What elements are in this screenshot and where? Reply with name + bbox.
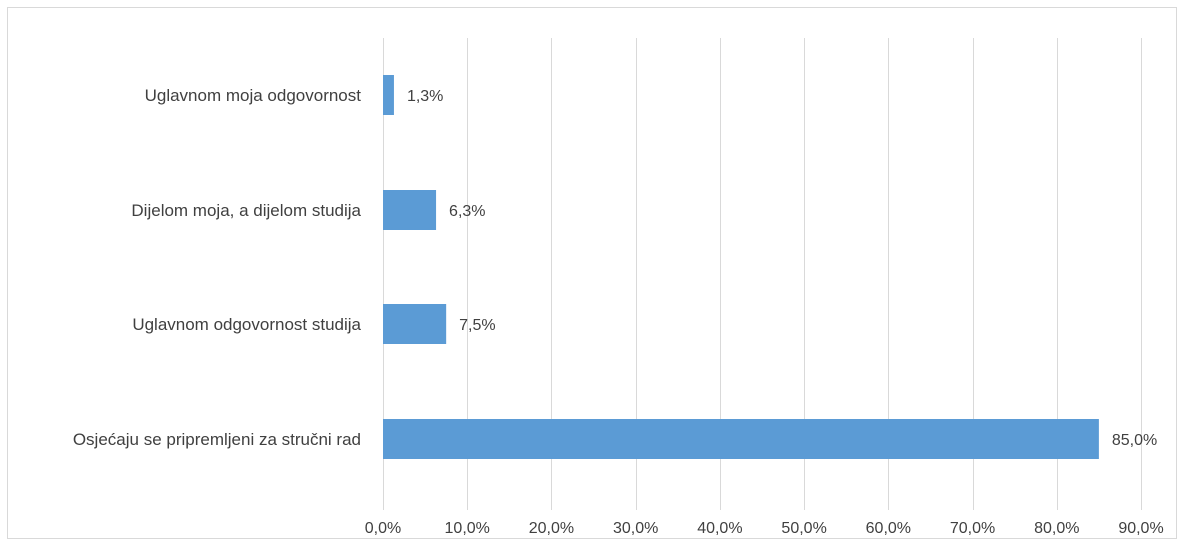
category-label: Dijelom moja, a dijelom studija	[131, 201, 361, 220]
bar	[383, 419, 1099, 459]
category-labels: Uglavnom moja odgovornost Dijelom moja, a…	[73, 86, 362, 449]
bar	[383, 75, 394, 115]
x-tick-label: 60,0%	[866, 520, 911, 537]
data-label: 1,3%	[407, 88, 443, 105]
x-tick-label: 70,0%	[950, 520, 995, 537]
bar	[383, 190, 437, 230]
x-tick-label: 0,0%	[365, 520, 401, 537]
x-tick-label: 90,0%	[1118, 520, 1163, 537]
x-tick-label: 30,0%	[613, 520, 658, 537]
category-label: Uglavnom moja odgovornost	[145, 86, 362, 105]
x-tick-label: 50,0%	[781, 520, 826, 537]
x-tick-label: 40,0%	[697, 520, 742, 537]
data-label: 85,0%	[1112, 432, 1157, 449]
data-label: 7,5%	[459, 317, 495, 334]
x-tick-label: 10,0%	[445, 520, 490, 537]
bar	[383, 304, 447, 344]
x-tick-label: 20,0%	[529, 520, 574, 537]
bars	[383, 75, 1099, 459]
category-label: Uglavnom odgovornost studija	[132, 315, 361, 334]
data-label: 6,3%	[449, 203, 485, 220]
category-label: Osjećaju se pripremljeni za stručni rad	[73, 430, 361, 449]
data-labels: 1,3% 6,3% 7,5% 85,0%	[407, 88, 1157, 449]
x-axis-tick-labels: 0,0% 10,0% 20,0% 30,0% 40,0% 50,0% 60,0% 70,0% 8…	[365, 520, 1164, 537]
x-tick-label: 80,0%	[1034, 520, 1079, 537]
